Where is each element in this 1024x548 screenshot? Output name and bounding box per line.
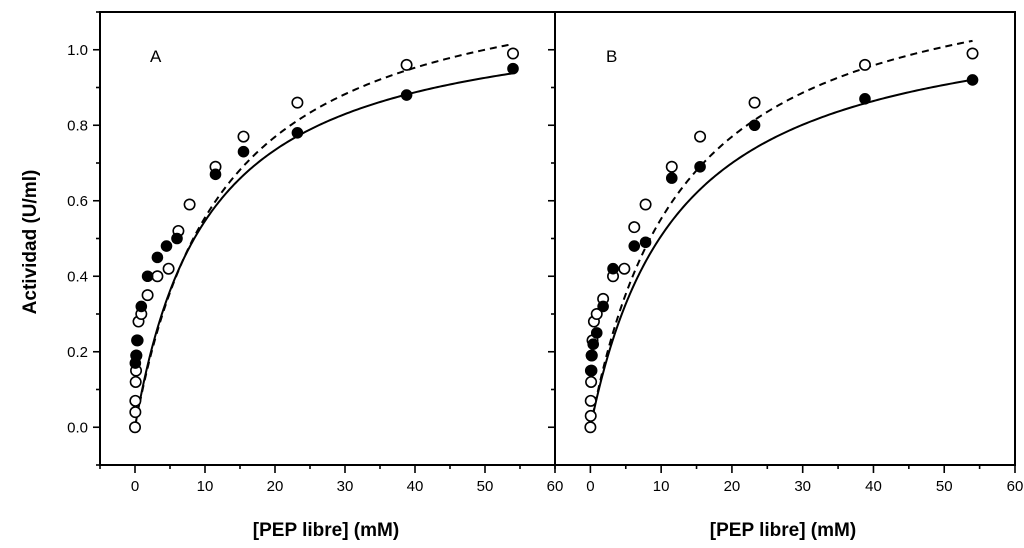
fit-curve-open-series xyxy=(589,39,973,428)
fit-curve-filled-series xyxy=(134,72,514,428)
plot-frame xyxy=(554,11,1016,466)
open-circle-point xyxy=(639,198,652,211)
x-axis-title-b: [PEP libre] (mM) xyxy=(710,520,856,541)
open-circle-point xyxy=(628,221,641,234)
filled-circle-point xyxy=(400,89,413,101)
y-axis-title: Actividad (U/ml) xyxy=(20,170,41,315)
filled-circle-point xyxy=(209,168,222,181)
y-tick-label: 0.0 xyxy=(67,419,88,436)
filled-circle-point xyxy=(130,349,142,362)
panel-a: 0 10 20 30 40 50 60 0.0 0.2 0.4 0.6 0.8 1.0 A xyxy=(67,11,564,495)
open-circle-point xyxy=(966,47,979,60)
x-tick-label: 30 xyxy=(794,478,811,495)
x-tick-label: 40 xyxy=(865,478,882,495)
open-circle-point xyxy=(506,47,519,60)
open-circle-point xyxy=(748,96,761,109)
x-tick-label: 10 xyxy=(197,478,214,495)
x-tick-label: 40 xyxy=(407,478,424,495)
open-circle-point xyxy=(151,270,164,283)
filled-circle-point xyxy=(507,62,519,75)
open-circle-point xyxy=(129,375,142,388)
open-circle-point xyxy=(129,421,142,434)
filled-circle-point xyxy=(141,270,154,283)
filled-circle-point xyxy=(171,232,183,245)
panel-label: A xyxy=(150,47,162,66)
filled-circle-point xyxy=(597,300,609,313)
filled-circle-point xyxy=(966,74,979,86)
filled-circle-point xyxy=(694,160,706,173)
filled-circle-point xyxy=(132,334,144,347)
x-tick-label: 20 xyxy=(267,478,284,495)
filled-circle-point xyxy=(639,236,652,249)
y-tick-label: 0.4 xyxy=(67,268,88,285)
filled-circle-point xyxy=(151,251,164,264)
filled-circle-point xyxy=(607,262,619,275)
y-tick-label: 0.8 xyxy=(67,117,88,134)
open-circle-point xyxy=(618,262,631,275)
x-tick-label: 10 xyxy=(653,478,670,495)
open-circle-point xyxy=(665,160,678,173)
open-circle-point xyxy=(858,58,871,71)
x-tick-label: 0 xyxy=(131,478,139,495)
x-tick-label: 0 xyxy=(586,478,594,495)
x-tick-label: 50 xyxy=(936,478,953,495)
panel-b: 0 10 20 30 40 50 60 B xyxy=(548,11,1024,495)
filled-circle-point xyxy=(859,93,871,105)
open-circle-point xyxy=(162,262,175,275)
y-tick-label: 0.6 xyxy=(67,193,88,210)
filled-circle-point xyxy=(665,172,678,184)
x-axis-title-a: [PEP libre] (mM) xyxy=(253,520,399,541)
plot-frame xyxy=(99,11,556,466)
open-circle-point xyxy=(584,421,597,434)
y-tick-label: 1.0 xyxy=(67,42,88,59)
open-circle-point xyxy=(590,307,603,320)
filled-circle-point xyxy=(587,338,600,350)
x-tick-label: 60 xyxy=(547,478,564,495)
y-tick-label: 0.2 xyxy=(67,344,88,361)
filled-circle-point xyxy=(748,119,761,132)
fit-curve-filled-series xyxy=(589,78,973,428)
filled-circle-point xyxy=(291,127,304,139)
x-tick-label: 50 xyxy=(477,478,494,495)
x-tick-label: 30 xyxy=(337,478,354,495)
open-circle-point xyxy=(129,394,142,407)
filled-circle-point xyxy=(237,145,250,158)
open-circle-point xyxy=(183,198,196,211)
x-tick-label: 20 xyxy=(724,478,741,495)
open-circle-point xyxy=(400,58,413,71)
open-circle-point xyxy=(141,289,154,302)
open-circle-point xyxy=(129,406,142,419)
filled-circle-point xyxy=(585,349,598,362)
filled-circle-point xyxy=(160,240,173,252)
filled-circle-point xyxy=(628,240,641,252)
filled-circle-point xyxy=(135,300,148,313)
x-tick-label: 60 xyxy=(1007,478,1024,495)
open-circle-point xyxy=(584,409,597,422)
fit-curve-open-series xyxy=(134,43,514,428)
open-circle-point xyxy=(585,375,598,388)
open-circle-point xyxy=(237,130,250,143)
panel-label: B xyxy=(606,47,617,66)
open-circle-point xyxy=(291,96,304,109)
open-circle-point xyxy=(584,394,597,407)
filled-circle-point xyxy=(590,327,603,339)
open-circle-point xyxy=(694,130,707,143)
filled-circle-point xyxy=(584,364,597,377)
